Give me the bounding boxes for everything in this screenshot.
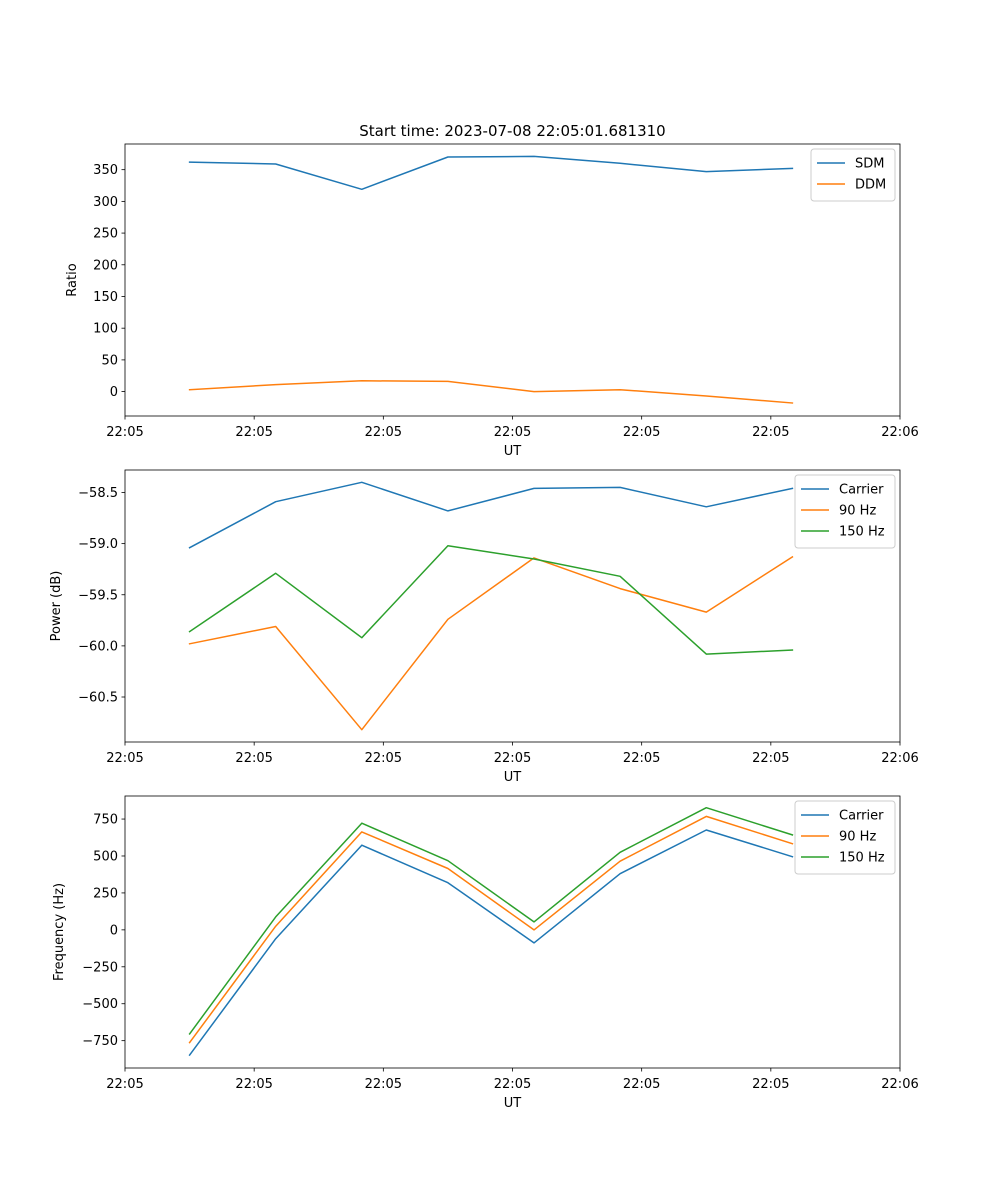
x-tick-label: 22:05 <box>365 751 402 766</box>
y-axis-label: Ratio <box>65 263 80 296</box>
legend-box <box>794 800 896 875</box>
series-line-sdm <box>188 155 794 191</box>
legend-box <box>794 474 896 549</box>
series-line-150-hz <box>188 544 794 655</box>
y-tick-label: −60.5 <box>78 691 118 706</box>
y-tick-label: −59.5 <box>78 588 118 603</box>
x-axis-label: UT <box>504 1096 522 1111</box>
y-tick-label: 250 <box>93 227 118 242</box>
legend-box <box>810 148 896 202</box>
x-tick-label: 22:06 <box>881 751 918 766</box>
y-tick-label: 200 <box>93 258 118 273</box>
axes-frame <box>124 469 901 743</box>
series-line-90-hz <box>188 815 794 1044</box>
y-axis-label: Frequency (Hz) <box>52 883 67 981</box>
subplot-1: 22:05 22:05 22:05 22:05 22:05 22:05 22:06 0 50 10… <box>65 143 919 459</box>
x-tick-label: 22:05 <box>752 425 789 440</box>
subplot-3: 22:05 22:05 22:05 22:05 22:05 22:05 22:06 −750 −… <box>52 795 919 1111</box>
x-tick-label: 22:05 <box>494 751 531 766</box>
x-tick-label: 22:05 <box>494 425 531 440</box>
x-tick-label: 22:06 <box>881 1077 918 1092</box>
y-axis-label: Power (dB) <box>49 571 64 642</box>
x-tick-label: 22:05 <box>494 1077 531 1092</box>
x-tick-label: 22:05 <box>365 425 402 440</box>
y-tick-label: 250 <box>93 886 118 901</box>
series-line-ddm <box>188 380 794 404</box>
y-tick-label: −59.0 <box>78 537 118 552</box>
series-line-carrier <box>188 829 794 1057</box>
series-line-carrier <box>188 481 794 549</box>
x-tick-label: 22:05 <box>752 1077 789 1092</box>
x-tick-label: 22:06 <box>881 425 918 440</box>
legend: SDM DDM <box>810 148 896 202</box>
x-tick-label: 22:05 <box>623 425 660 440</box>
x-tick-label: 22:05 <box>106 1077 143 1092</box>
legend-label: Carrier <box>839 809 884 824</box>
x-tick-label: 22:05 <box>235 1077 272 1092</box>
x-tick-label: 22:05 <box>623 751 660 766</box>
y-tick-label: 350 <box>93 163 118 178</box>
x-tick-label: 22:05 <box>623 1077 660 1092</box>
x-axis-label: UT <box>504 444 522 459</box>
legend-label: 90 Hz <box>839 830 876 845</box>
legend-label: DDM <box>855 178 886 193</box>
x-tick-label: 22:05 <box>752 751 789 766</box>
x-tick-label: 22:05 <box>365 1077 402 1092</box>
y-tick-label: 50 <box>101 353 118 368</box>
chart-title: Start time: 2023-07-08 22:05:01.681310 <box>359 122 665 140</box>
legend-label: 150 Hz <box>839 851 885 866</box>
y-tick-label: −750 <box>82 1034 118 1049</box>
legend-label: Carrier <box>839 483 884 498</box>
axes-frame <box>124 795 901 1069</box>
x-axis-label: UT <box>504 770 522 785</box>
x-tick-label: 22:05 <box>235 425 272 440</box>
y-tick-label: −250 <box>82 960 118 975</box>
y-tick-label: 750 <box>93 813 118 828</box>
x-tick-label: 22:05 <box>106 425 143 440</box>
x-tick-label: 22:05 <box>235 751 272 766</box>
y-tick-label: 500 <box>93 849 118 864</box>
legend-label: 150 Hz <box>839 525 885 540</box>
y-tick-label: −58.5 <box>78 486 118 501</box>
y-tick-label: 300 <box>93 195 118 210</box>
series-line-150-hz <box>188 806 794 1035</box>
subplot-2: 22:05 22:05 22:05 22:05 22:05 22:05 22:06 −60.5… <box>49 469 919 785</box>
y-tick-label: 0 <box>110 923 118 938</box>
legend-label: 90 Hz <box>839 504 876 519</box>
x-tick-label: 22:05 <box>106 751 143 766</box>
legend: Carrier 90 Hz 150 Hz <box>794 800 896 875</box>
series-line-90-hz <box>188 555 794 731</box>
axes-frame <box>124 143 901 417</box>
y-tick-label: −60.0 <box>78 639 118 654</box>
legend-label: SDM <box>855 157 884 172</box>
y-tick-label: 0 <box>110 385 118 400</box>
y-tick-label: 150 <box>93 290 118 305</box>
y-tick-label: −500 <box>82 997 118 1012</box>
legend: Carrier 90 Hz 150 Hz <box>794 474 896 549</box>
y-tick-label: 100 <box>93 322 118 337</box>
